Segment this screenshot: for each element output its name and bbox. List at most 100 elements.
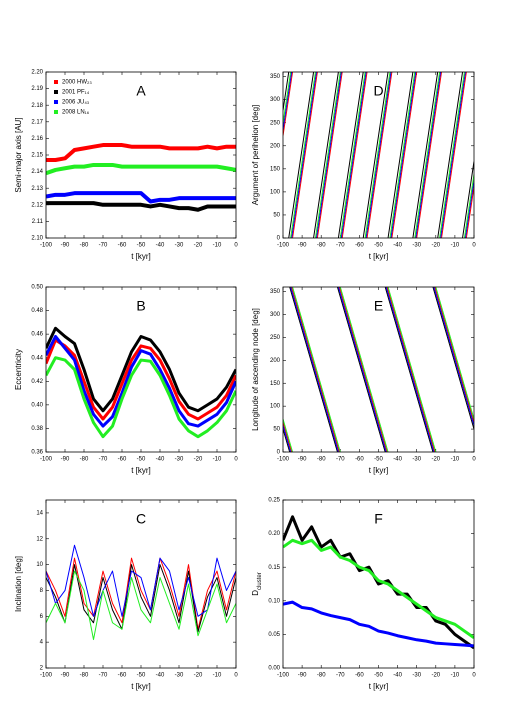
- y-tick-label: 0.25: [268, 498, 280, 504]
- legend-marker: [54, 80, 58, 84]
- y-axis-label-main: D: [251, 590, 260, 596]
- y-tick-label: 2.19: [31, 86, 43, 92]
- x-tick-label: -90: [298, 673, 307, 679]
- x-tick-label: 0: [472, 673, 476, 679]
- x-tick-label: -100: [40, 243, 53, 249]
- y-tick-label: 150: [270, 381, 281, 387]
- y-tick-label: 0.42: [31, 379, 43, 385]
- y-tick-label: 0.15: [268, 565, 280, 571]
- y-tick-label: 2: [40, 666, 44, 672]
- x-tick-label: -20: [194, 243, 203, 249]
- x-axis-label: t [kyr]: [369, 466, 389, 475]
- plot-frame: [282, 71, 475, 239]
- series-line: [46, 191, 236, 204]
- x-tick-label: -50: [374, 243, 383, 249]
- series-line: [46, 570, 236, 641]
- y-tick-label: 150: [270, 166, 281, 172]
- x-tick-label: -30: [175, 243, 184, 249]
- plot-frame: [45, 499, 237, 669]
- y-tick-label: 2.12: [31, 202, 43, 208]
- series-line: [46, 544, 236, 617]
- series-line: [46, 326, 236, 413]
- y-axis-label-main: Eccentricity: [14, 349, 23, 390]
- x-tick-label: -70: [99, 243, 108, 249]
- y-tick-label: 0.44: [31, 355, 43, 361]
- series-line: [46, 143, 236, 162]
- y-tick-label: 0: [277, 450, 281, 456]
- x-tick-label: -100: [40, 457, 53, 463]
- series-line: [46, 356, 236, 439]
- x-tick-label: -10: [213, 243, 222, 249]
- y-tick-label: 0.05: [268, 632, 280, 638]
- y-tick-label: 2.17: [31, 119, 43, 125]
- y-tick-label: 10: [36, 562, 43, 568]
- panel: -100 -90 -80 -70 -60 -50 -40 -30 -20 -10 02.102.11…: [14, 70, 238, 262]
- y-tick-label: 200: [270, 143, 281, 149]
- y-tick-label: 0.50: [31, 285, 43, 291]
- x-tick-label: -80: [317, 243, 326, 249]
- x-axis-label: t [kyr]: [131, 682, 151, 691]
- x-tick-label: -30: [412, 243, 421, 249]
- x-tick-label: -60: [355, 457, 364, 463]
- y-tick-label: 2.10: [31, 236, 43, 242]
- panel: -100 -90 -80 -70 -60 -50 -40 -30 -20 -10 00.360.38…: [14, 285, 238, 476]
- x-tick-label: -20: [194, 673, 203, 679]
- x-tick-label: -80: [80, 673, 89, 679]
- x-tick-label: -20: [194, 457, 203, 463]
- series-line: [46, 557, 236, 630]
- series-line: [283, 72, 474, 238]
- series-line: [283, 538, 474, 639]
- panel: -100 -90 -80 -70 -60 -50 -40 -30 -20 -10 00.000.05…: [251, 498, 476, 692]
- x-tick-label: -10: [451, 243, 460, 249]
- x-tick-label: -60: [118, 243, 127, 249]
- series-line: [283, 72, 474, 238]
- y-tick-label: 12: [36, 536, 43, 542]
- x-tick-label: -100: [277, 243, 290, 249]
- x-tick-label: -80: [80, 457, 89, 463]
- x-tick-label: -80: [80, 243, 89, 249]
- panel-letter: E: [374, 298, 383, 314]
- y-tick-label: 2.11: [32, 219, 44, 225]
- series-line: [46, 162, 236, 176]
- panel: -100 -90 -80 -70 -60 -50 -40 -30 -20 -10 005010015…: [251, 71, 476, 261]
- y-tick-label: 6: [40, 614, 44, 620]
- x-tick-label: -100: [277, 457, 290, 463]
- x-tick-label: -20: [431, 673, 440, 679]
- x-tick-label: -60: [118, 457, 127, 463]
- x-tick-label: -20: [431, 457, 440, 463]
- panel-letter: C: [136, 511, 146, 527]
- x-tick-label: -50: [374, 673, 383, 679]
- y-tick-label: 100: [270, 189, 281, 195]
- x-tick-label: -60: [118, 673, 127, 679]
- legend-label: 2000 HW₂₃: [62, 80, 92, 86]
- y-tick-label: 0.38: [31, 426, 43, 432]
- x-tick-label: 0: [472, 457, 476, 463]
- x-tick-label: -10: [451, 457, 460, 463]
- y-tick-label: 0.46: [31, 332, 43, 338]
- y-tick-label: 0.10: [268, 598, 280, 604]
- y-axis-label: Eccentricity: [14, 349, 23, 390]
- x-tick-label: 0: [234, 673, 238, 679]
- y-tick-label: 300: [270, 312, 281, 318]
- y-axis-label: Argument of perihelion [deg]: [251, 105, 260, 206]
- y-axis-label-main: Longitude of ascending node [deg]: [251, 308, 260, 431]
- series-line: [46, 338, 236, 421]
- plot-frame: [45, 71, 237, 239]
- x-tick-label: 0: [472, 243, 476, 249]
- y-tick-label: 0: [277, 236, 281, 242]
- y-tick-label: 250: [270, 335, 281, 341]
- panel-letter: B: [136, 298, 145, 314]
- y-tick-label: 14: [36, 511, 43, 517]
- x-tick-label: -10: [451, 673, 460, 679]
- legend-label: 2008 LN₁₆: [62, 110, 90, 116]
- plot-frame: [282, 286, 475, 453]
- x-tick-label: -90: [298, 243, 307, 249]
- x-tick-label: -70: [99, 673, 108, 679]
- x-tick-label: -40: [393, 243, 402, 249]
- y-tick-label: 2.13: [31, 186, 43, 192]
- y-tick-label: 2.16: [31, 136, 43, 142]
- y-tick-label: 50: [273, 213, 280, 219]
- y-tick-label: 250: [270, 120, 281, 126]
- y-tick-label: 0.40: [31, 402, 43, 408]
